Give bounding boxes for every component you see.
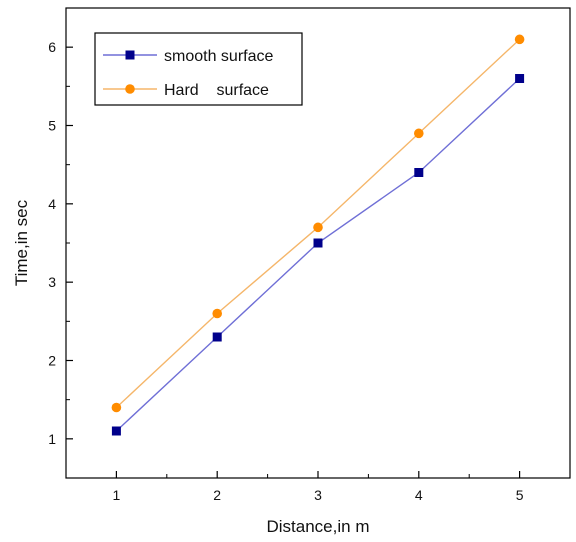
y-tick-label: 2 [48, 353, 56, 369]
y-tick-label: 3 [48, 274, 56, 290]
series-line [115, 77, 521, 432]
data-point [414, 128, 424, 139]
y-tick-label: 4 [48, 196, 56, 212]
legend-marker-square [125, 50, 135, 60]
data-point [111, 426, 121, 436]
y-axis-title: Time,in sec [12, 199, 31, 286]
data-point [111, 402, 122, 413]
data-point [414, 168, 424, 177]
data-point [212, 332, 222, 342]
y-tick-label: 1 [48, 431, 56, 447]
series-layer [111, 34, 525, 436]
y-tick-label: 5 [48, 118, 56, 134]
series-smooth-surface [111, 74, 525, 436]
legend-label: Hard surface [164, 82, 269, 99]
data-point [313, 222, 323, 233]
x-axis-title: Distance,in m [267, 517, 370, 536]
x-tick-label: 1 [113, 487, 121, 503]
x-tick-label: 3 [314, 487, 322, 503]
data-point [212, 308, 222, 319]
y-axis-ticks: 1 2 3 4 5 6 [48, 7, 73, 479]
data-point [313, 238, 323, 248]
x-tick-label: 4 [415, 487, 423, 503]
legend-marker-circle [125, 84, 135, 94]
legend-entry: Hard surface [103, 82, 269, 99]
series-hard-surface [111, 34, 525, 413]
legend-label: smooth surface [164, 48, 273, 65]
x-axis-ticks: 1 2 3 4 5 [65, 471, 571, 503]
y-tick-label: 6 [48, 39, 56, 55]
data-point [514, 34, 525, 45]
data-point [515, 74, 525, 83]
legend: smooth surface Hard surface [94, 32, 303, 106]
x-tick-label: 2 [213, 487, 221, 503]
legend-entry: smooth surface [103, 48, 273, 65]
x-tick-label: 5 [516, 487, 524, 503]
